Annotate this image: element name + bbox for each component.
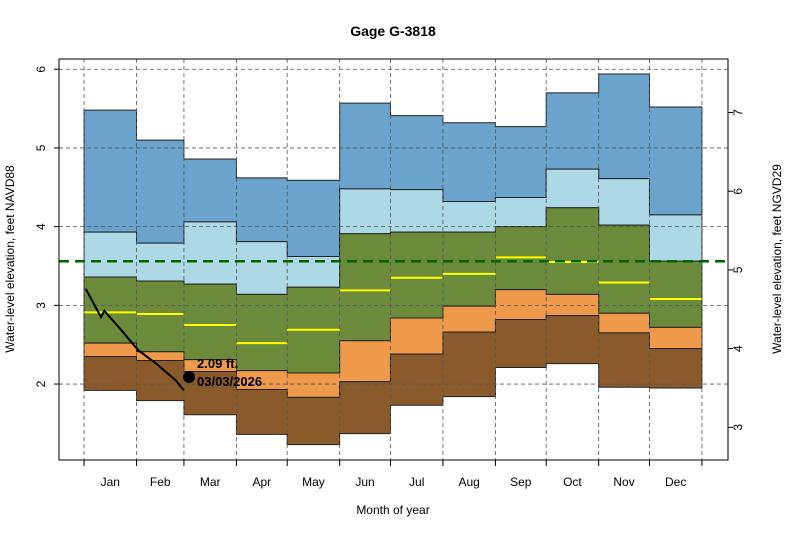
x-tick-label-apr: Apr: [252, 475, 271, 489]
x-tick-label-dec: Dec: [665, 475, 686, 489]
y-axis-label-right: Water-level elevation, feet NGVD29: [770, 164, 784, 354]
latest-date-label: 03/03/2026: [197, 374, 262, 389]
y-right-tick-label: 5: [731, 266, 745, 273]
latest-value-label: 2.09 ft.: [197, 356, 238, 371]
y-tick-label: 5: [34, 144, 48, 151]
y-right-tick-label: 4: [731, 345, 745, 352]
y-tick-label: 3: [34, 302, 48, 309]
x-tick-label-nov: Nov: [613, 475, 634, 489]
x-tick-label-mar: Mar: [200, 475, 221, 489]
chart-title: Gage G-3818: [350, 23, 436, 39]
x-tick-label-aug: Aug: [458, 475, 479, 489]
x-tick-label-feb: Feb: [150, 475, 171, 489]
x-tick-label-oct: Oct: [563, 475, 582, 489]
y-right-tick-label: 3: [731, 424, 745, 431]
y-tick-label: 6: [34, 66, 48, 73]
y-tick-label: 4: [34, 223, 48, 230]
x-tick-label-jan: Jan: [101, 475, 120, 489]
latest-point: [183, 370, 196, 383]
x-tick-label-jul: Jul: [409, 475, 424, 489]
y-right-tick-label: 7: [731, 109, 745, 116]
current-line: [84, 288, 185, 391]
y-axis-label: Water-level elevation, feet NAVD88: [3, 165, 17, 353]
y-right-tick-label: 6: [731, 188, 745, 195]
x-tick-label-may: May: [302, 475, 325, 489]
x-tick-label-jun: Jun: [355, 475, 374, 489]
x-tick-label-sep: Sep: [510, 475, 532, 489]
plot-frame: [58, 58, 729, 461]
x-axis-label: Month of year: [356, 503, 429, 517]
y-tick-label: 2: [34, 380, 48, 387]
